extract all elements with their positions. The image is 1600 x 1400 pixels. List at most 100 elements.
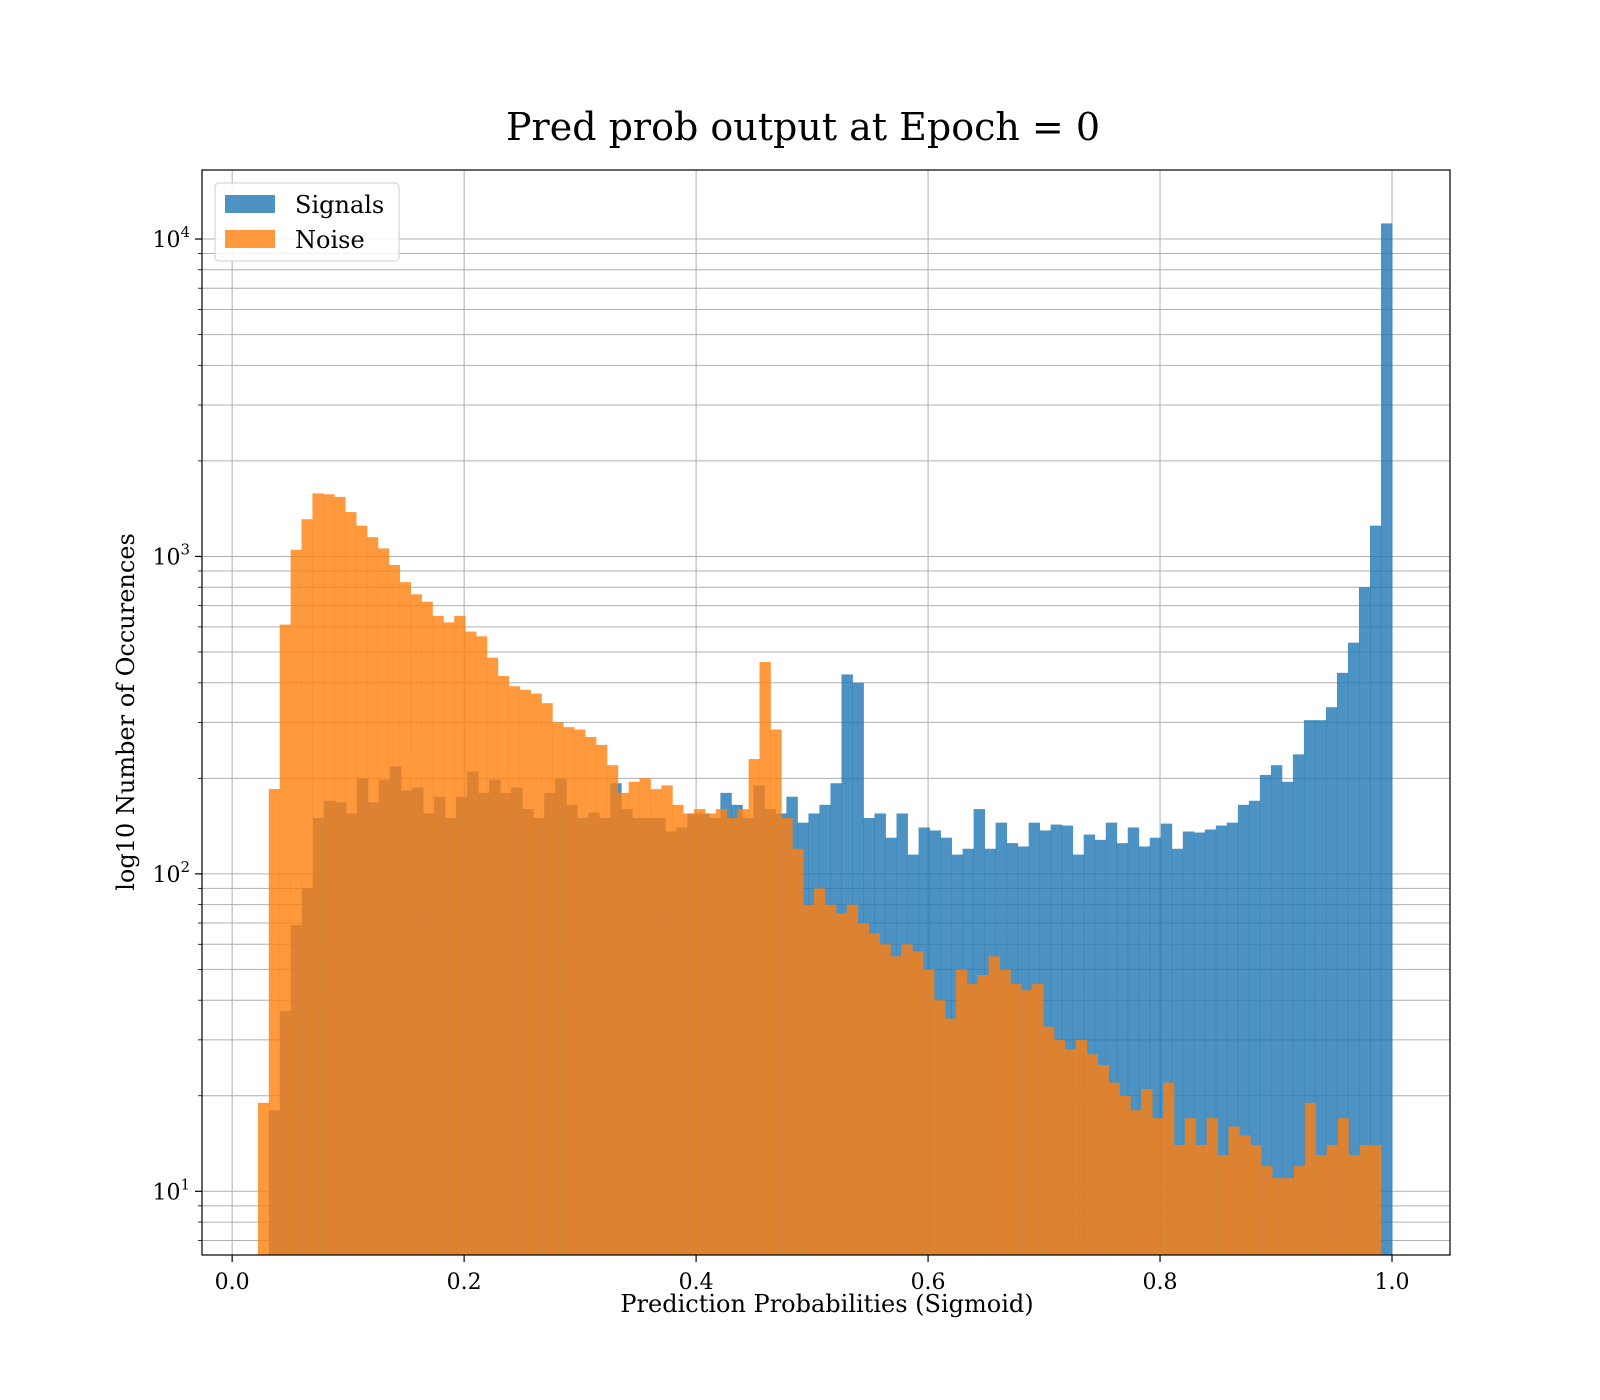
noise-bar bbox=[366, 537, 379, 1255]
noise-bar bbox=[1315, 1155, 1327, 1255]
noise-bar bbox=[912, 951, 924, 1255]
signals-bar bbox=[1094, 839, 1107, 1255]
noise-bar bbox=[1064, 1049, 1077, 1255]
noise-bar bbox=[814, 888, 826, 1255]
noise-bar bbox=[1272, 1178, 1284, 1255]
y-tick-label: 102 bbox=[152, 858, 190, 888]
noise-bar bbox=[650, 789, 662, 1255]
signals-bar bbox=[1347, 642, 1360, 1255]
noise-bar bbox=[334, 496, 346, 1255]
legend-label-signals: Signals bbox=[295, 191, 384, 219]
noise-bar bbox=[934, 1000, 946, 1255]
signals-bar bbox=[1336, 672, 1349, 1255]
noise-bar bbox=[944, 1018, 957, 1255]
signals-bar bbox=[1248, 800, 1261, 1255]
noise-bar bbox=[923, 969, 935, 1255]
signals-bar bbox=[1358, 587, 1371, 1255]
noise-bar bbox=[846, 904, 859, 1255]
noise-bar bbox=[661, 785, 673, 1255]
noise-bar bbox=[279, 624, 292, 1255]
x-axis-label: Prediction Probabilities (Sigmoid) bbox=[620, 1290, 1033, 1318]
noise-bar bbox=[1228, 1126, 1240, 1255]
noise-bar bbox=[1326, 1144, 1338, 1255]
noise-bar bbox=[879, 944, 891, 1255]
noise-bar bbox=[1348, 1155, 1360, 1255]
signals-bar bbox=[1127, 827, 1140, 1255]
noise-bar bbox=[1184, 1118, 1197, 1255]
noise-bar bbox=[824, 904, 837, 1255]
signals-bar bbox=[1149, 837, 1162, 1255]
noise-bar bbox=[1108, 1082, 1120, 1255]
noise-bar bbox=[672, 804, 684, 1255]
signals-bar bbox=[1270, 765, 1283, 1255]
signals-bar bbox=[1281, 781, 1294, 1255]
signals-bar bbox=[1292, 754, 1305, 1255]
noise-bar bbox=[530, 693, 542, 1255]
noise-bar bbox=[606, 765, 619, 1255]
noise-bar bbox=[1119, 1095, 1131, 1255]
noise-bar bbox=[1293, 1166, 1306, 1255]
noise-bar bbox=[377, 548, 390, 1255]
noise-bar bbox=[1337, 1118, 1349, 1255]
noise-bar bbox=[1163, 1082, 1175, 1255]
noise-bar bbox=[977, 975, 989, 1255]
noise-bar bbox=[715, 809, 728, 1255]
noise-bar bbox=[595, 744, 608, 1255]
noise-bar bbox=[781, 817, 793, 1255]
x-tick-label: 1.0 bbox=[1375, 1270, 1410, 1295]
noise-bar bbox=[301, 519, 313, 1255]
plot-frame bbox=[201, 169, 1451, 1256]
noise-bar bbox=[356, 525, 368, 1255]
legend-swatch-signals bbox=[225, 195, 275, 213]
noise-bar bbox=[519, 689, 531, 1255]
noise-bar bbox=[617, 792, 630, 1255]
noise-bar bbox=[552, 722, 564, 1255]
noise-bar bbox=[1021, 990, 1033, 1255]
signals-bar bbox=[1303, 720, 1316, 1255]
noise-bar bbox=[257, 1102, 270, 1255]
x-tick-label: 0.4 bbox=[679, 1270, 714, 1295]
signals-bar bbox=[1105, 822, 1118, 1255]
noise-bar bbox=[1097, 1064, 1109, 1255]
noise-bar bbox=[290, 549, 302, 1255]
noise-bar bbox=[508, 686, 521, 1255]
noise-bar bbox=[454, 615, 466, 1255]
y-tick-label: 103 bbox=[152, 540, 190, 570]
noise-bar bbox=[1359, 1144, 1371, 1255]
noise-bar bbox=[1173, 1144, 1186, 1255]
noise-bar bbox=[585, 736, 597, 1255]
signals-bar bbox=[1380, 223, 1393, 1255]
noise-bar bbox=[803, 904, 815, 1255]
noise-bar bbox=[1032, 983, 1044, 1255]
noise-bar bbox=[1282, 1178, 1295, 1255]
noise-bar bbox=[628, 781, 640, 1255]
noise-bar bbox=[399, 582, 411, 1255]
noise-bar bbox=[1130, 1110, 1142, 1255]
noise-bar bbox=[694, 809, 706, 1255]
x-tick-label: 0.0 bbox=[215, 1270, 250, 1295]
noise-bar bbox=[1086, 1054, 1098, 1255]
y-tick-label: 104 bbox=[152, 223, 190, 253]
signals-bar bbox=[1314, 720, 1327, 1255]
noise-bar bbox=[410, 594, 422, 1255]
noise-bar bbox=[486, 657, 499, 1255]
noise-bar bbox=[312, 493, 324, 1255]
noise-bar bbox=[748, 759, 760, 1255]
noise-bar bbox=[421, 601, 433, 1255]
noise-bar bbox=[1261, 1166, 1273, 1255]
noise-bar bbox=[890, 956, 902, 1255]
noise-bar bbox=[955, 969, 968, 1255]
noise-bar bbox=[835, 913, 848, 1255]
noise-bar bbox=[443, 622, 455, 1255]
noise-bar bbox=[759, 662, 771, 1255]
x-tick-label: 0.8 bbox=[1143, 1270, 1178, 1295]
noise-bar bbox=[1217, 1155, 1229, 1255]
ticks: 0.0 0.2 0.4 0.6 0.8 1.0 101 102 103 104 bbox=[152, 223, 1409, 1295]
noise-bar bbox=[1141, 1089, 1153, 1255]
legend-label-noise: Noise bbox=[295, 226, 365, 254]
noise-bar bbox=[1043, 1026, 1055, 1255]
signals-bar bbox=[1204, 829, 1217, 1255]
noise-bar bbox=[563, 727, 575, 1255]
noise-bar bbox=[476, 636, 488, 1255]
noise-bar bbox=[737, 809, 750, 1255]
